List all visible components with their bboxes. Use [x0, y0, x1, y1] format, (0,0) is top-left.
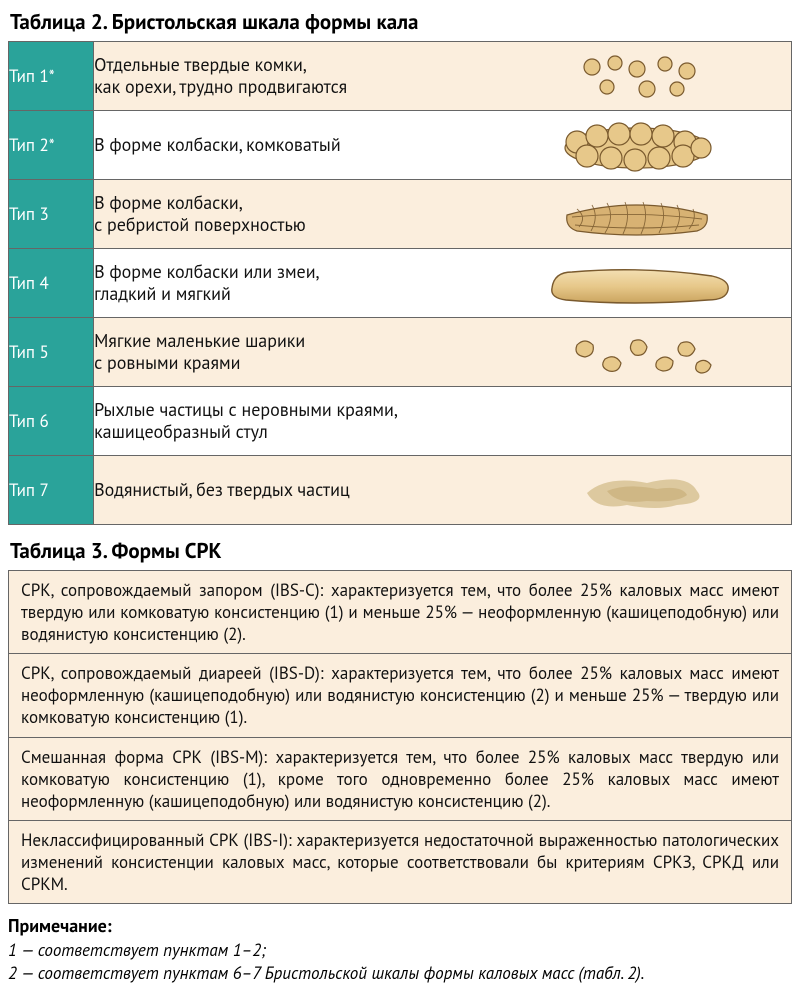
stool-type2-icon [537, 118, 737, 173]
notes-line2: 2 — соответствует пунктам 6–7 Бристольск… [8, 962, 792, 985]
table-row: Неклассифицированный СРК (IBS-I): характ… [9, 820, 792, 903]
ibs-table: СРК, сопровождаемый запором (IBS-C): хар… [8, 570, 792, 904]
table-row: Смешанная форма СРК (IBS-M): характеризу… [9, 737, 792, 820]
table-row: Тип 4 В форме колбаски или змеи,гладкий … [9, 249, 792, 318]
stool-type1-icon [537, 49, 737, 104]
type-description: В форме колбаски или змеи,гладкий и мягк… [94, 249, 484, 318]
ibs-cell: СРК, сопровождаемый запором (IBS-C): хар… [9, 571, 792, 654]
type-description: Рыхлые частицы с неровными краями, кашиц… [94, 387, 484, 456]
table-row: Тип 1* Отдельные твердые комки,как орехи… [9, 42, 792, 111]
type-illustration [484, 111, 792, 180]
type-label: Тип 1* [9, 42, 94, 111]
type-label: Тип 2* [9, 111, 94, 180]
type-illustration [484, 180, 792, 249]
stool-type4-icon [532, 256, 742, 311]
ibs-cell: СРК, сопровождаемый диареей (IBS-D): хар… [9, 654, 792, 737]
type-illustration [484, 42, 792, 111]
table-row: СРК, сопровождаемый запором (IBS-C): хар… [9, 571, 792, 654]
type-illustration [484, 387, 792, 456]
type-illustration [484, 456, 792, 525]
stool-type6-icon [537, 394, 737, 449]
table-row: Тип 5 Мягкие маленькие шарикис ровными к… [9, 318, 792, 387]
table-row: Тип 7 Водянистый, без твердых частиц [9, 456, 792, 525]
type-description: Отдельные твердые комки,как орехи, трудн… [94, 42, 484, 111]
ibs-cell: Неклассифицированный СРК (IBS-I): характ… [9, 820, 792, 903]
bristol-table: Тип 1* Отдельные твердые комки,как орехи… [8, 41, 792, 525]
type-description: Водянистый, без твердых частиц [94, 456, 484, 525]
table2-title: Таблица 2. Бристольская шкала формы кала [8, 8, 792, 35]
type-illustration [484, 249, 792, 318]
type-label: Тип 3 [9, 180, 94, 249]
stool-type3-icon [537, 187, 737, 242]
type-description: В форме колбаски,с ребристой поверхность… [94, 180, 484, 249]
notes-line1: 1 — соответствует пунктам 1–2; [8, 939, 792, 962]
table-row: Тип 6 Рыхлые частицы с неровными краями,… [9, 387, 792, 456]
type-label: Тип 5 [9, 318, 94, 387]
table3-title: Таблица 3. Формы СРК [8, 537, 792, 564]
type-description: В форме колбаски, комковатый [94, 111, 484, 180]
stool-type7-icon [537, 463, 737, 518]
type-illustration [484, 318, 792, 387]
table-row: СРК, сопровождаемый диареей (IBS-D): хар… [9, 654, 792, 737]
type-label: Тип 4 [9, 249, 94, 318]
type-label: Тип 6 [9, 387, 94, 456]
notes-heading: Примечание: [8, 914, 792, 937]
stool-type5-icon [537, 325, 737, 380]
type-description: Мягкие маленькие шарикис ровными краями [94, 318, 484, 387]
table-row: Тип 3 В форме колбаски,с ребристой повер… [9, 180, 792, 249]
type-label: Тип 7 [9, 456, 94, 525]
ibs-cell: Смешанная форма СРК (IBS-M): характеризу… [9, 737, 792, 820]
table-row: Тип 2* В форме колбаски, комковатый [9, 111, 792, 180]
